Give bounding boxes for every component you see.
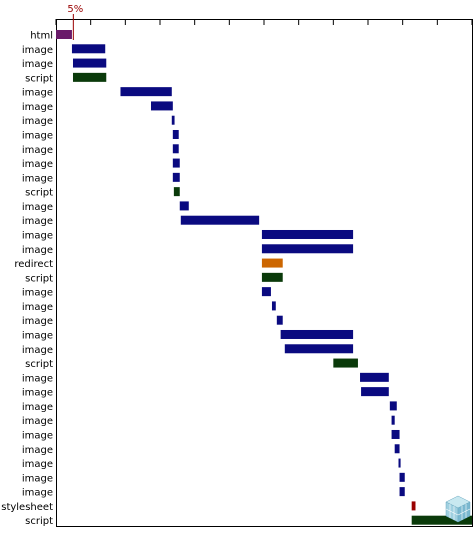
row-label: image <box>22 102 53 113</box>
percent-marker: 5% <box>67 4 83 40</box>
image-bar <box>179 201 189 211</box>
row-label: image <box>22 230 53 241</box>
image-bar <box>150 101 173 111</box>
row-label: image <box>22 330 53 341</box>
script-bar <box>72 72 107 82</box>
image-bar <box>172 129 179 139</box>
row-label: image <box>22 59 53 70</box>
image-bar <box>360 372 389 382</box>
image-bar <box>120 87 172 97</box>
row-label: image <box>22 488 53 499</box>
row-label: image <box>22 145 53 156</box>
row-label: image <box>22 345 53 356</box>
x-axis-ticks <box>55 19 473 25</box>
row-label: image <box>22 416 53 427</box>
image-bar <box>171 115 175 125</box>
image-bar <box>398 458 401 468</box>
image-bar <box>180 215 260 225</box>
script-bar <box>411 515 472 525</box>
image-bar <box>361 387 389 397</box>
script-bar <box>261 272 283 282</box>
marker-label: 5% <box>67 4 83 15</box>
cube-logo-icon <box>445 495 471 523</box>
row-label: image <box>22 216 53 227</box>
image-bar <box>71 44 106 54</box>
row-label: script <box>25 73 53 84</box>
image-bar <box>280 329 354 339</box>
image-bar <box>172 172 180 182</box>
row-label: html <box>30 31 53 42</box>
row-label: image <box>22 288 53 299</box>
image-bar <box>399 472 405 482</box>
image-bar <box>172 144 179 154</box>
html-bar <box>56 30 72 39</box>
row-label: image <box>22 302 53 313</box>
row-label: image <box>22 130 53 141</box>
row-label: image <box>22 116 53 127</box>
image-bar <box>391 415 395 425</box>
image-bar <box>394 444 400 454</box>
row-label: script <box>25 359 53 370</box>
image-bar <box>72 58 107 68</box>
row-label: image <box>22 245 53 256</box>
image-bar <box>284 344 354 354</box>
row-label: image <box>22 316 53 327</box>
image-bar <box>399 487 405 497</box>
stylesheet-bar <box>411 501 416 511</box>
row-label: script <box>25 516 53 527</box>
row-label: image <box>22 373 53 384</box>
row-label: stylesheet <box>1 502 53 513</box>
row-label: script <box>25 188 53 199</box>
image-bar <box>172 158 180 168</box>
row-label: image <box>22 88 53 99</box>
row-label: image <box>22 388 53 399</box>
row-label: image <box>22 473 53 484</box>
image-bar <box>389 401 397 411</box>
script-bar <box>173 187 180 197</box>
row-label: image <box>22 430 53 441</box>
row-label: image <box>22 445 53 456</box>
row-label: redirect <box>14 259 53 270</box>
redirect-bar <box>261 258 283 268</box>
row-label: image <box>22 159 53 170</box>
image-bar <box>261 244 354 254</box>
row-label: image <box>22 202 53 213</box>
image-bar <box>276 315 283 325</box>
row-label: image <box>22 173 53 184</box>
bars <box>56 30 472 525</box>
row-labels: html image image script image image image image… <box>1 31 53 528</box>
image-bar <box>261 229 354 239</box>
image-bar <box>271 301 276 311</box>
image-bar <box>261 287 271 297</box>
row-label: image <box>22 459 53 470</box>
row-label: image <box>22 45 53 56</box>
image-bar <box>391 429 400 439</box>
script-bar <box>333 358 358 368</box>
row-label: script <box>25 273 53 284</box>
row-label: image <box>22 402 53 413</box>
